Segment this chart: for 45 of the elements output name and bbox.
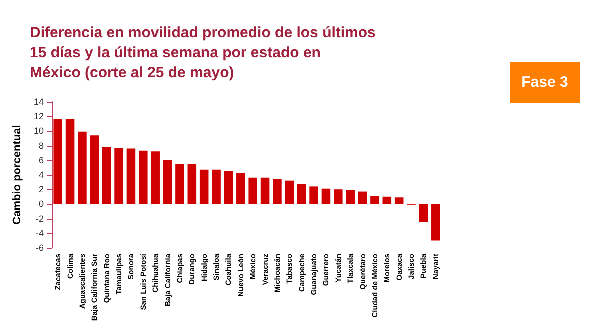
y-tick-label: -4 [36, 228, 44, 238]
y-tick-label: 12 [34, 112, 44, 122]
y-axis-title: Cambio porcentual [12, 125, 24, 225]
bar [176, 164, 184, 204]
bar [151, 152, 160, 204]
y-tick-label: 4 [38, 170, 44, 180]
bar [102, 147, 112, 204]
bar [394, 198, 404, 204]
bar [212, 170, 221, 204]
bar [260, 178, 270, 204]
bar [346, 190, 355, 204]
bar [114, 148, 124, 204]
bar [322, 188, 331, 204]
bar [432, 204, 440, 241]
bar [248, 178, 258, 204]
bar [126, 148, 136, 204]
y-tick-label: 14 [34, 97, 44, 107]
bar [163, 160, 172, 204]
bar [370, 196, 380, 204]
bar [200, 170, 209, 204]
y-tick-label: 10 [34, 126, 44, 136]
bar [78, 132, 87, 204]
bar [224, 171, 234, 204]
y-tick-label: 0 [38, 199, 44, 210]
y-tick-label: 6 [38, 155, 44, 166]
bar [188, 164, 197, 204]
bar [90, 136, 100, 204]
y-tick-label: 8 [38, 140, 44, 151]
bar [358, 192, 368, 204]
bar [236, 174, 246, 204]
chart-title: Diferencia en movilidad promedio de los últimos 15 días y la última semana por estado en México (corte al 25 de mayo) [30, 24, 380, 82]
bar [310, 186, 318, 204]
bar [54, 120, 62, 204]
bar [334, 190, 343, 204]
bar [297, 184, 306, 204]
bar [273, 179, 282, 204]
bar [139, 150, 148, 204]
bar [66, 120, 75, 204]
bar [285, 180, 294, 204]
text: Fase 3 [522, 74, 568, 91]
bar [419, 204, 428, 222]
y-tick-label: -6 [36, 243, 44, 253]
y-tick-label: 2 [38, 184, 44, 195]
y-tick-label: -2 [36, 214, 44, 224]
bar [382, 196, 392, 204]
